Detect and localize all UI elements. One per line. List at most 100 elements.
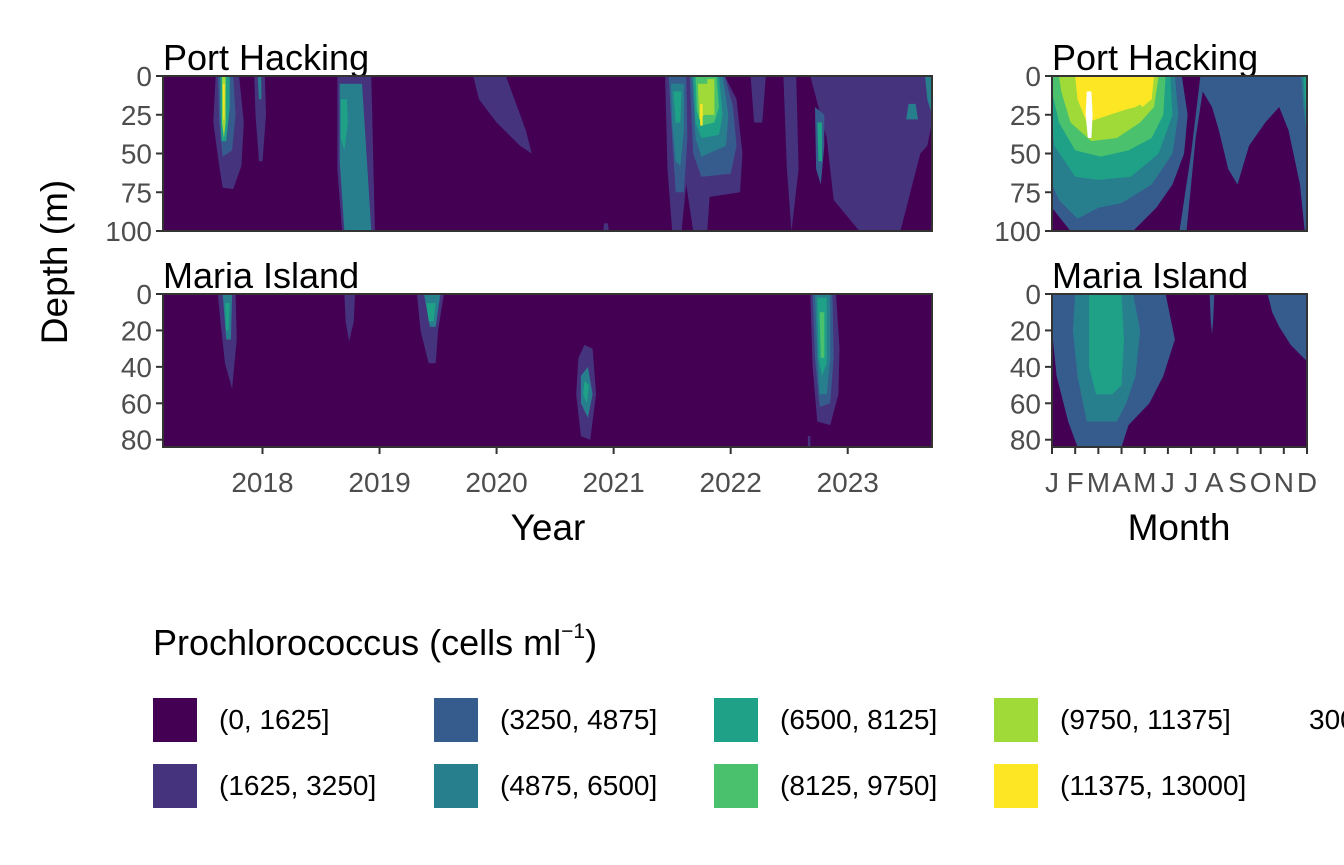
- y-tick-label: 80: [1010, 425, 1041, 456]
- legend-label: (6500, 8125]: [780, 704, 938, 735]
- contour-region-ts_ph-21: [700, 103, 703, 126]
- contour-region-ts_ph-25: [810, 76, 932, 231]
- legend-swatch: [994, 764, 1038, 808]
- x-tick-label: A: [1112, 467, 1131, 498]
- contour-region-ts_ph-28: [906, 103, 918, 120]
- legend-item: (6500, 8125]: [714, 697, 937, 743]
- contour-region-cl_ph-7: [1133, 76, 1154, 107]
- panel-title-ts-maria-island: Maria Island: [163, 255, 359, 296]
- legend-label: (1625, 3250]: [219, 770, 377, 801]
- contour-region-ts_mi-2: [225, 303, 230, 331]
- contour-region-ts_ph-9: [340, 99, 348, 151]
- y-axis-ts-maria-island: 0 20 40 60 80: [121, 279, 163, 456]
- legend-item: (8125, 9750]: [714, 763, 937, 809]
- legend-swatch: [714, 698, 758, 742]
- contour-region-ts_ph-4: [223, 83, 225, 120]
- contour-region-ts_mi-6: [426, 303, 436, 322]
- legend-item: (11375, 13000]: [994, 763, 1246, 809]
- x-tick-label: M: [1087, 467, 1110, 498]
- x-tick-label: 2018: [231, 467, 293, 498]
- y-tick-label: 25: [1010, 100, 1041, 131]
- y-axis-clim-maria-island: 0 20 40 60 80: [1010, 279, 1052, 456]
- contour-region-cl_ph-6: [1085, 91, 1093, 138]
- x-tick-label: J: [1045, 467, 1059, 498]
- contour-region-ts_mi-9: [583, 381, 590, 404]
- legend-swatch: [153, 764, 197, 808]
- legend-label: (4875, 6500]: [500, 770, 658, 801]
- x-tick-label: J: [1184, 467, 1198, 498]
- panel-title-ts-port-hacking: Port Hacking: [163, 37, 369, 78]
- y-tick-label: 50: [1010, 139, 1041, 170]
- y-tick-label: 20: [1010, 315, 1041, 346]
- legend-title-superscript: −1: [561, 620, 586, 643]
- contour-region-cl_mi-2: [1089, 294, 1124, 395]
- y-tick-label: 100: [105, 216, 152, 247]
- panel-timeseries-port-hacking: Port Hacking 0 25 50 75 100: [105, 37, 933, 247]
- contour-layer-ts-maria-island: [218, 294, 840, 447]
- contour-region-ts_mi-0: [218, 294, 237, 389]
- contour-region-cl_ph-8: [1179, 76, 1307, 231]
- contour-layer-clim-maria-island: [1052, 294, 1307, 447]
- y-tick-label: 80: [121, 425, 152, 456]
- legend-swatch: [714, 764, 758, 808]
- contour-region-ts_ph-11: [603, 223, 609, 231]
- legend-item: (9750, 11375]: [994, 697, 1231, 743]
- legend-item: (0, 1625]: [153, 697, 330, 743]
- legend-title-suffix: ): [585, 622, 598, 663]
- contour-region-ts_mi-14: [819, 312, 825, 358]
- y-tick-label: 0: [1025, 279, 1041, 310]
- contour-region-ts_ph-29: [925, 76, 932, 115]
- x-tick-label: F: [1067, 467, 1084, 498]
- panel-title-clim-maria-island: Maria Island: [1052, 255, 1248, 296]
- x-axis-title-month: Month: [1128, 507, 1231, 548]
- y-tick-label: 60: [121, 388, 152, 419]
- contour-layer-clim-port-hacking: [1052, 76, 1307, 231]
- contour-region-ts_ph-27: [817, 122, 822, 162]
- y-tick-label: 0: [136, 61, 152, 92]
- legend-label: (0, 1625]: [219, 704, 330, 735]
- y-tick-label: 25: [121, 100, 152, 131]
- plot-border-clim-maria-island: [1051, 293, 1308, 448]
- x-tick-label: 2019: [348, 467, 410, 498]
- contour-region-cl_ph-5: [1075, 76, 1152, 123]
- legend-label: 300: [1309, 704, 1344, 735]
- legend-swatch: [994, 698, 1038, 742]
- legend-label: (3250, 4875]: [500, 704, 658, 735]
- x-tick-label: J: [1161, 467, 1175, 498]
- x-axis-year: 2018 2019 2020 2021 2022 2023: [231, 447, 879, 498]
- legend-title-text: Prochlorococcus (cells ml: [153, 622, 562, 663]
- x-tick-label: D: [1297, 467, 1317, 498]
- panel-title-clim-port-hacking: Port Hacking: [1052, 37, 1258, 78]
- contour-region-cl_mi-4: [1267, 294, 1307, 362]
- contour-region-ts_ph-5: [254, 76, 266, 162]
- y-tick-label: 40: [121, 352, 152, 383]
- contour-region-ts_ph-15: [673, 91, 682, 123]
- x-axis-title-year: Year: [511, 507, 586, 548]
- legend-swatch: [434, 698, 478, 742]
- x-tick-label: S: [1228, 467, 1247, 498]
- legend-item: (3250, 4875]: [434, 697, 657, 743]
- x-tick-label: 2020: [465, 467, 527, 498]
- x-tick-label: N: [1274, 467, 1294, 498]
- plot-border-ts-maria-island: [162, 293, 933, 448]
- plot-bg-ts-maria-island: [163, 294, 932, 447]
- x-tick-label: O: [1250, 467, 1272, 498]
- legend-item: (1625, 3250]: [153, 763, 376, 809]
- y-tick-label: 0: [136, 279, 152, 310]
- legend-item: 300: [1275, 697, 1344, 743]
- y-axis-ts-port-hacking: 0 25 50 75 100: [105, 61, 163, 247]
- contour-region-cl_mi-3: [1209, 294, 1215, 335]
- y-tick-label: 40: [1010, 352, 1041, 383]
- x-tick-label: 2023: [817, 467, 879, 498]
- contour-region-ts_ph-22: [707, 79, 715, 115]
- legend-title: Prochlorococcus (cells ml−1): [153, 620, 598, 664]
- y-tick-label: 0: [1025, 61, 1041, 92]
- x-tick-label: M: [1133, 467, 1156, 498]
- legend-label: (9750, 11375]: [1060, 704, 1231, 735]
- contour-layer-ts-port-hacking: [213, 76, 932, 231]
- y-tick-label: 75: [1010, 177, 1041, 208]
